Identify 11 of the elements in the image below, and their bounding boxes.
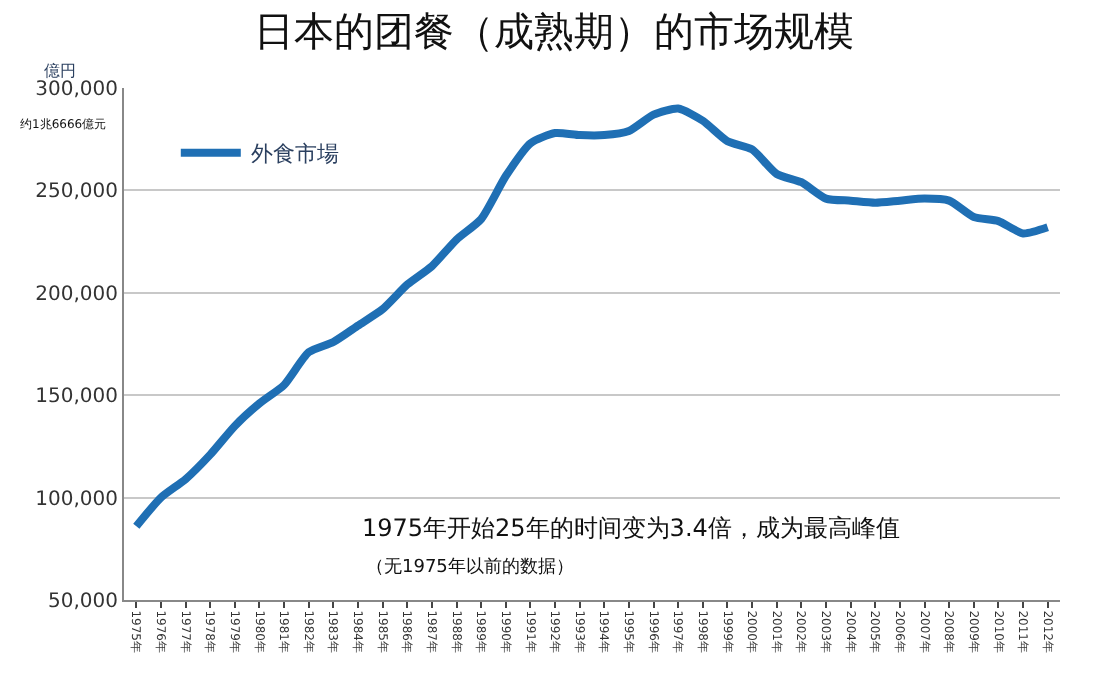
y-tick-label: 200,000: [35, 283, 118, 306]
chart-title: 日本的团餐（成熟期）的市场规模: [254, 7, 854, 55]
y-tick-label: 150,000: [35, 386, 118, 409]
y-tick-label: 250,000: [35, 181, 118, 204]
y-tick-label: 100,000: [35, 488, 118, 511]
y-tick-label: 300,000: [35, 79, 118, 101]
legend-label: 外食市場: [250, 141, 339, 168]
y-tick-label: 50,000: [48, 591, 118, 613]
annotation: （无1975年以前的数据）: [366, 556, 574, 578]
annotation: 1975年开始25年的时间变为3.4倍，成为最高峰值: [362, 514, 900, 542]
y-axis-title: 億円: [44, 62, 76, 80]
